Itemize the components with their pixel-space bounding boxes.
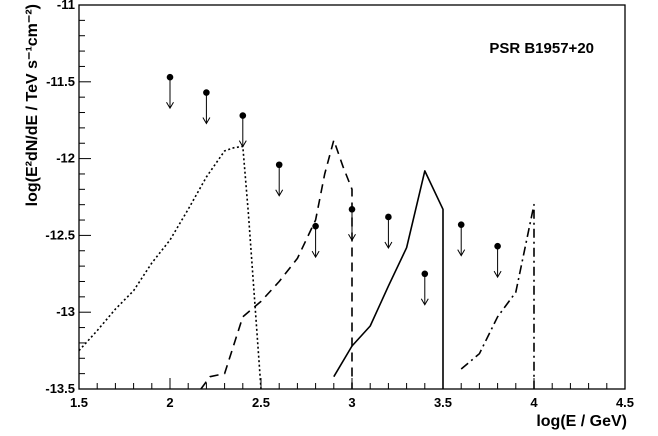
upper-limit-arrow-head [493, 270, 502, 279]
x-tick-label: 3.5 [434, 395, 452, 410]
upper-limit-arrow-head [311, 250, 320, 259]
curve-dotted [78, 145, 262, 390]
model-curves [78, 139, 535, 390]
upper-limit-marker [348, 205, 356, 213]
x-tick-label: 1.5 [70, 395, 88, 410]
upper-limit-arrow-head [457, 249, 466, 257]
y-tick-label: -13 [56, 304, 75, 319]
upper-limit [457, 221, 466, 257]
x-axis-title: log(E / GeV) [536, 413, 627, 430]
y-tick-label: -13.5 [45, 381, 75, 396]
x-tick-label: 2 [166, 395, 173, 410]
x-tick-label: 4 [530, 395, 538, 410]
upper-limit-arrow-head [384, 241, 393, 249]
y-tick-label: -11 [57, 0, 75, 12]
upper-limit-marker [275, 161, 283, 169]
upper-limit-arrow-head [420, 298, 429, 306]
x-tick-label: 3 [348, 395, 355, 410]
upper-limit-marker [457, 221, 465, 228]
upper-limit-marker [312, 222, 319, 230]
x-tick-label: 2.5 [252, 395, 270, 410]
x-tick-labels: 1.5 2 2.5 3 3.5 4 4.5 [70, 395, 634, 410]
upper-limit [311, 222, 320, 259]
curve-dashdot [460, 203, 535, 389]
y-axis-title: log(E²dN/dE / TeV s⁻¹cm⁻²) [24, 4, 41, 206]
upper-limit [202, 89, 211, 125]
upper-limit-marker [239, 112, 247, 119]
upper-limit [420, 270, 429, 306]
curve-dashed [200, 139, 353, 390]
y-tick-label: -11.5 [46, 74, 75, 89]
upper-limit-arrow-head [238, 140, 247, 148]
upper-limit [275, 161, 284, 197]
y-tick-label: -12.5 [45, 227, 75, 242]
upper-limits [166, 73, 502, 306]
y-tick-label: -12 [56, 151, 75, 166]
curve-solid [333, 170, 444, 389]
y-tick-labels: -11 -11.5 -12 -12.5 -13 -13.5 [45, 0, 75, 396]
upper-limit-marker [385, 213, 392, 221]
upper-limit [348, 205, 356, 242]
upper-limit-arrow-head [166, 101, 174, 110]
upper-limit [238, 112, 247, 148]
upper-limit-marker [166, 73, 174, 81]
upper-limit [384, 213, 393, 249]
upper-limit-arrow-head [348, 234, 356, 242]
axis-ticks [78, 4, 626, 390]
upper-limit [493, 242, 502, 279]
upper-limit [166, 73, 174, 110]
upper-limit-marker [421, 270, 429, 278]
upper-limit-marker [203, 89, 210, 96]
upper-limit-arrow-head [202, 117, 211, 125]
upper-limit-arrow-head [275, 189, 284, 197]
upper-limit-marker [494, 242, 501, 250]
chart-title: PSR B1957+20 [489, 40, 594, 57]
x-tick-label: 4.5 [616, 395, 634, 410]
